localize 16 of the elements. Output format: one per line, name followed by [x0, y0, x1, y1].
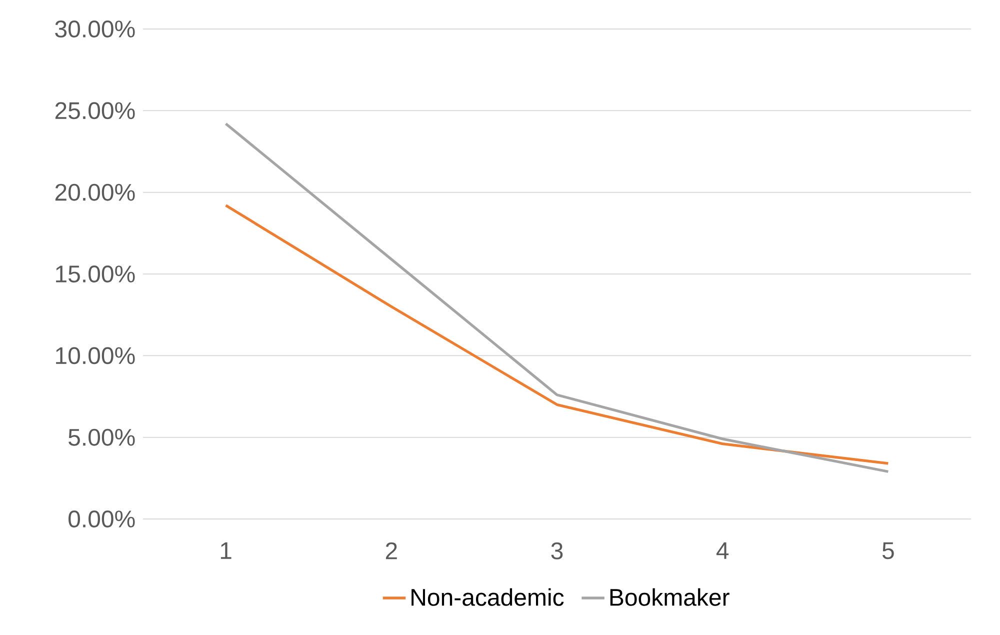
y-tick-label: 0.00%	[68, 510, 135, 528]
y-tick-label: 5.00%	[68, 428, 135, 446]
y-tick-label: 20.00%	[55, 184, 135, 201]
x-tick-label: 2	[386, 542, 397, 560]
x-tick-label: 3	[551, 542, 563, 560]
y-tick-label: 15.00%	[56, 265, 135, 282]
y-tick-label: 10.00%	[56, 347, 135, 364]
legend-label: Non-academic	[412, 588, 564, 606]
line-series	[224, 122, 890, 473]
legend-label: Bookmaker	[610, 588, 730, 606]
x-tick-label: 1	[220, 542, 232, 559]
y-tick-label: 30.00%	[55, 20, 135, 38]
line-series	[224, 204, 890, 465]
x-tick-label: 5	[882, 542, 894, 560]
x-tick-label: 4	[716, 542, 729, 559]
y-tick-label: 25.00%	[55, 102, 135, 120]
